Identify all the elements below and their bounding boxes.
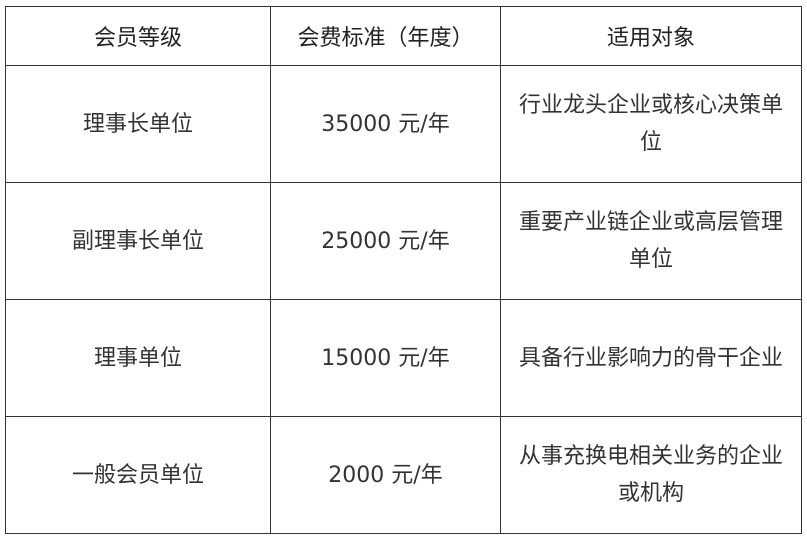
table-row: 理事单位 15000 元/年 具备行业影响力的骨干企业 — [5, 299, 802, 417]
target-cell: 从事充换电相关业务的企业或机构 — [500, 416, 802, 534]
level-cell: 理事单位 — [5, 299, 271, 417]
header-row: 会员等级 会费标准（年度） 适用对象 — [5, 6, 802, 66]
target-cell: 具备行业影响力的骨干企业 — [500, 299, 802, 417]
fee-cell: 2000 元/年 — [270, 416, 501, 534]
level-cell: 一般会员单位 — [5, 416, 271, 534]
membership-fee-table: 会员等级 会费标准（年度） 适用对象 理事长单位 35000 元/年 行业龙头企… — [5, 6, 802, 534]
fee-cell: 15000 元/年 — [270, 299, 501, 417]
target-cell: 行业龙头企业或核心决策单位 — [500, 65, 802, 183]
header-target: 适用对象 — [500, 6, 802, 66]
table-row: 理事长单位 35000 元/年 行业龙头企业或核心决策单位 — [5, 65, 802, 183]
fee-cell: 35000 元/年 — [270, 65, 501, 183]
table-row: 一般会员单位 2000 元/年 从事充换电相关业务的企业或机构 — [5, 416, 802, 534]
level-cell: 理事长单位 — [5, 65, 271, 183]
target-cell: 重要产业链企业或高层管理单位 — [500, 182, 802, 300]
header-fee: 会费标准（年度） — [270, 6, 501, 66]
level-cell: 副理事长单位 — [5, 182, 271, 300]
header-level: 会员等级 — [5, 6, 271, 66]
fee-cell: 25000 元/年 — [270, 182, 501, 300]
table-row: 副理事长单位 25000 元/年 重要产业链企业或高层管理单位 — [5, 182, 802, 300]
